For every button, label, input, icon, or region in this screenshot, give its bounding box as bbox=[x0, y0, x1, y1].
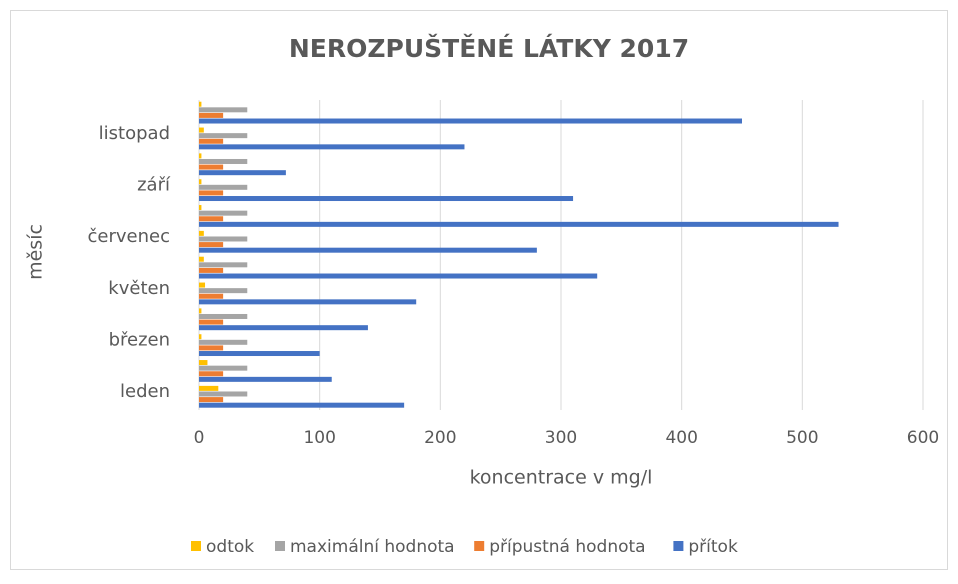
bar bbox=[199, 273, 598, 279]
x-tick-label: 600 bbox=[907, 428, 939, 448]
bar bbox=[199, 133, 248, 139]
bar bbox=[199, 216, 224, 222]
y-axis-label: měsíc bbox=[25, 224, 47, 280]
bar bbox=[199, 282, 206, 288]
bar bbox=[199, 184, 248, 190]
legend-label: přípustná hodnota bbox=[489, 537, 645, 557]
bar bbox=[199, 190, 224, 196]
y-tick-label: březen bbox=[109, 329, 170, 350]
bar bbox=[199, 308, 202, 314]
y-tick-label: červenec bbox=[88, 226, 170, 247]
bar bbox=[199, 345, 224, 351]
y-tick-label: květen bbox=[108, 278, 170, 299]
bar bbox=[199, 360, 208, 366]
bar bbox=[199, 179, 202, 185]
bar bbox=[199, 210, 248, 216]
bar bbox=[199, 205, 202, 211]
bar bbox=[199, 325, 368, 331]
bar bbox=[199, 397, 224, 403]
legend-label: maximální hodnota bbox=[290, 537, 455, 557]
bar bbox=[199, 371, 224, 377]
bar bbox=[199, 376, 332, 382]
chart-title: NEROZPUŠTĚNÉ LÁTKY 2017 bbox=[289, 33, 689, 63]
bar bbox=[199, 170, 286, 176]
bar bbox=[199, 267, 224, 273]
bar bbox=[199, 158, 248, 164]
bar bbox=[199, 127, 204, 133]
bar bbox=[199, 402, 405, 408]
legend-swatch bbox=[474, 541, 485, 551]
bar bbox=[199, 138, 224, 144]
bar bbox=[199, 196, 574, 202]
legend-swatch bbox=[275, 541, 285, 551]
bar bbox=[199, 247, 537, 253]
bar bbox=[199, 288, 248, 294]
bar bbox=[199, 236, 248, 242]
y-tick-label: září bbox=[137, 174, 171, 195]
bar bbox=[199, 256, 204, 262]
bar bbox=[199, 101, 202, 107]
bar bbox=[199, 262, 248, 268]
x-tick-label: 300 bbox=[545, 428, 577, 448]
legend-label: odtok bbox=[206, 537, 254, 557]
x-axis-label: koncentrace v mg/l bbox=[470, 467, 653, 489]
bar bbox=[199, 153, 202, 159]
bar bbox=[199, 107, 248, 113]
bar bbox=[199, 118, 742, 124]
bar bbox=[199, 299, 417, 305]
x-tick-label: 400 bbox=[665, 428, 697, 448]
x-tick-label: 100 bbox=[303, 428, 335, 448]
y-tick-label: listopad bbox=[99, 123, 170, 144]
bar bbox=[199, 230, 204, 236]
x-tick-label: 200 bbox=[424, 428, 456, 448]
bar bbox=[199, 112, 224, 118]
legend-swatch bbox=[673, 541, 684, 551]
bar bbox=[199, 334, 202, 340]
bar bbox=[199, 319, 224, 325]
bar bbox=[199, 313, 248, 319]
bar bbox=[199, 339, 248, 345]
legend-label: přítok bbox=[688, 537, 738, 557]
chart-border bbox=[10, 10, 948, 570]
bar bbox=[199, 144, 465, 150]
bar bbox=[199, 391, 248, 397]
bar bbox=[199, 164, 224, 170]
x-tick-label: 0 bbox=[194, 428, 205, 448]
bar bbox=[199, 385, 219, 391]
bar bbox=[199, 351, 320, 357]
bar bbox=[199, 293, 224, 299]
bar bbox=[199, 221, 839, 227]
bar bbox=[199, 365, 248, 371]
y-tick-label: leden bbox=[120, 381, 170, 402]
bar bbox=[199, 242, 224, 248]
x-tick-label: 500 bbox=[786, 428, 818, 448]
legend-swatch bbox=[191, 541, 201, 551]
